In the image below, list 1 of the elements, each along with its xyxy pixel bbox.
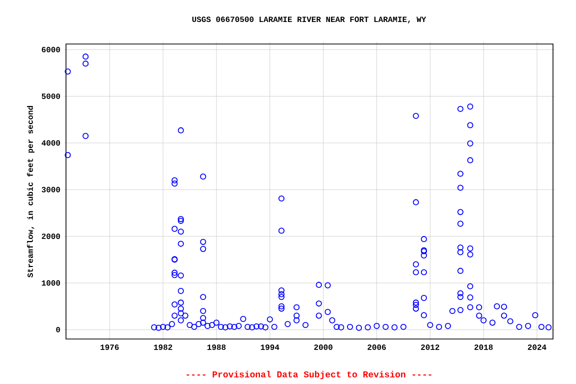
text: ---- Provisional Data Subject to Revision ---- [186,370,432,380]
